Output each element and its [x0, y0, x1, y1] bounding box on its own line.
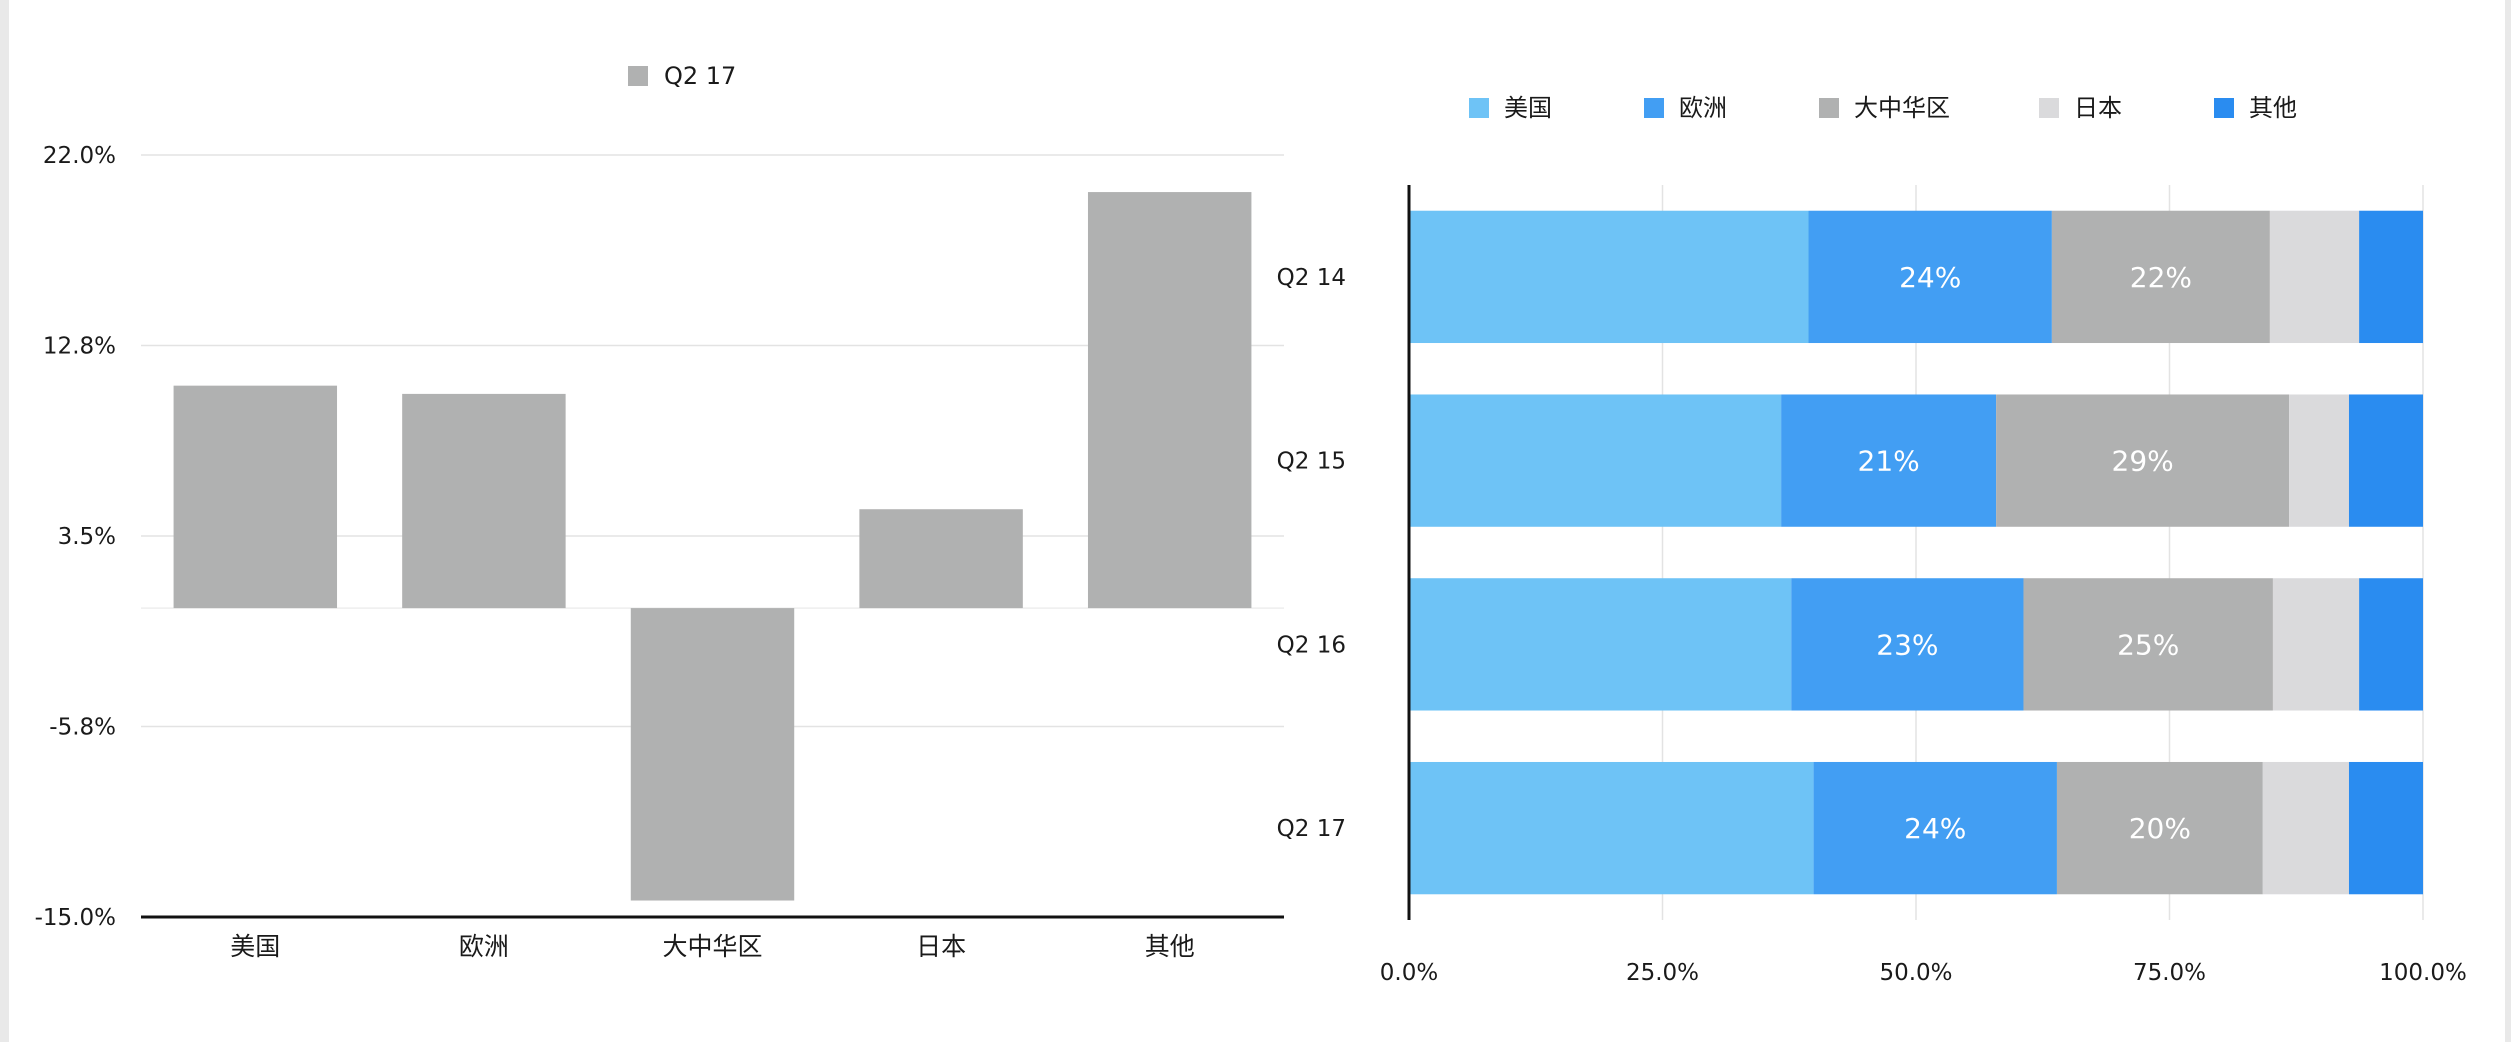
segment-data-label: 22% [2130, 261, 2192, 294]
segment-美国-Q2 16 [1409, 578, 1792, 711]
legend-swatch [1469, 98, 1489, 118]
legend-swatch [1644, 98, 1664, 118]
segment-大中华区-Q2 17 [2056, 761, 2263, 895]
y-tick-label: -5.8% [49, 715, 116, 741]
y-tick-label: -15.0% [35, 905, 116, 931]
x-tick-label: 100.0% [2379, 960, 2467, 986]
segment-data-label: 25% [2117, 628, 2179, 661]
segment-日本-Q2 16 [2272, 578, 2360, 711]
segment-欧洲-Q2 16 [1791, 578, 2024, 711]
y-category-label: Q2 15 [1277, 449, 1346, 475]
segment-美国-Q2 17 [1409, 761, 1814, 895]
segment-其他-Q2 15 [2348, 394, 2423, 527]
segment-欧洲-Q2 15 [1781, 394, 1997, 527]
x-category-label: 大中华区 [662, 932, 762, 961]
y-category-label: Q2 17 [1277, 816, 1346, 842]
bar-大中华区 [630, 608, 795, 901]
legend-label: 欧洲 [1679, 94, 1727, 122]
legend-swatch [2214, 98, 2234, 118]
x-category-label: 其他 [1145, 932, 1195, 961]
segment-大中华区-Q2 15 [1996, 394, 2290, 527]
x-tick-label: 0.0% [1380, 960, 1438, 986]
bar-欧洲 [402, 393, 566, 609]
x-tick-label: 25.0% [1626, 960, 1699, 986]
segment-欧洲-Q2 14 [1808, 210, 2052, 344]
y-category-label: Q2 14 [1277, 265, 1346, 291]
legend-label: 美国 [1504, 94, 1552, 122]
legend-label: 大中华区 [1854, 94, 1950, 122]
segment-data-label: 29% [2112, 445, 2174, 478]
chart-canvas: 22.0% 12.8% 3.5% -5.8% -15.0% 美国 欧洲 大中华区 日本 其他 Q2 … [9, 0, 2505, 1042]
segment-欧洲-Q2 17 [1813, 761, 2057, 895]
bar-日本 [859, 509, 1023, 609]
segment-美国-Q2 14 [1409, 210, 1809, 344]
segment-data-label: 24% [1904, 812, 1966, 845]
legend-swatch [1819, 98, 1839, 118]
segment-其他-Q2 16 [2359, 578, 2423, 711]
x-tick-label: 75.0% [2133, 960, 2206, 986]
x-tick-label: 50.0% [1879, 960, 1952, 986]
x-category-label: 美国 [230, 932, 280, 961]
segment-日本-Q2 17 [2262, 761, 2349, 895]
x-category-label: 欧洲 [459, 932, 509, 961]
legend-label: 日本 [2074, 94, 2122, 122]
regional-growth-bar-chart: 22.0% 12.8% 3.5% -5.8% -15.0% 美国 欧洲 大中华区 日本 其他 Q2 … [35, 62, 1284, 961]
regional-share-stacked-bar-chart: 0.0% 25.0% 50.0% 75.0% 100.0% 24% 22% Q2 14 21% 2… [1277, 94, 2467, 986]
bar-其他 [1087, 192, 1252, 609]
legend-label: 其他 [2249, 94, 2297, 122]
legend-swatch [2039, 98, 2059, 118]
legend-swatch [628, 66, 648, 86]
segment-其他-Q2 17 [2348, 761, 2423, 895]
segment-data-label: 20% [2129, 812, 2191, 845]
y-tick-label: 22.0% [43, 143, 116, 169]
segment-日本-Q2 14 [2269, 210, 2360, 344]
bar-美国 [173, 385, 338, 609]
y-tick-label: 12.8% [43, 334, 116, 360]
x-category-label: 日本 [916, 932, 966, 961]
segment-data-label: 23% [1876, 628, 1938, 661]
segment-日本-Q2 15 [2289, 394, 2349, 527]
segment-大中华区-Q2 16 [2023, 578, 2273, 711]
segment-data-label: 24% [1899, 261, 1961, 294]
segment-其他-Q2 14 [2359, 210, 2423, 344]
y-tick-label: 3.5% [58, 524, 116, 550]
segment-data-label: 21% [1858, 445, 1920, 478]
segment-大中华区-Q2 14 [2051, 210, 2270, 344]
y-category-label: Q2 16 [1277, 632, 1346, 658]
legend-label: Q2 17 [664, 62, 736, 90]
segment-美国-Q2 15 [1409, 394, 1782, 527]
